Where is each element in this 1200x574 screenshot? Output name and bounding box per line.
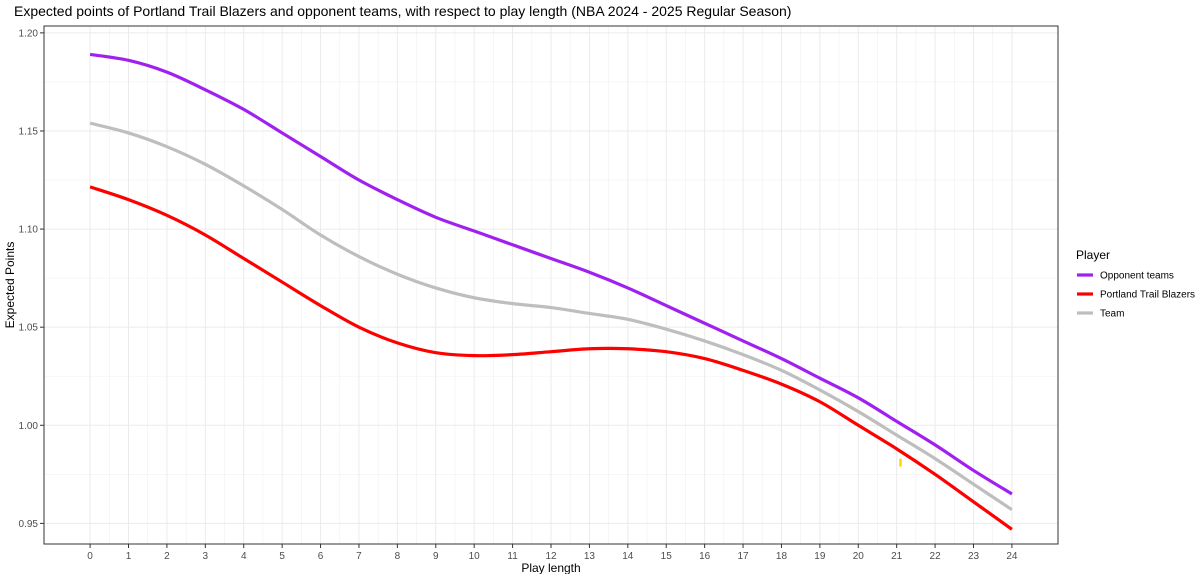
- x-tick-label: 7: [356, 551, 362, 562]
- x-tick-label: 1: [126, 551, 132, 562]
- legend: Player Opponent teams Portland Trail Blaz…: [1076, 248, 1195, 320]
- x-tick-label: 0: [87, 551, 93, 562]
- x-tick-label: 14: [622, 551, 634, 562]
- x-tick-label: 5: [279, 551, 285, 562]
- legend-title: Player: [1076, 248, 1110, 262]
- x-tick-label: 8: [395, 551, 401, 562]
- legend-label-team: Team: [1100, 309, 1124, 320]
- y-axis-title: Expected Points: [3, 242, 17, 329]
- x-axis: 0 1 2 3 4 5 6 7 8 9 10 11 12 13 14 15 16 17 18 19 20 21 22 23 24: [87, 544, 1018, 562]
- x-tick-label: 4: [241, 551, 247, 562]
- x-tick-label: 23: [968, 551, 980, 562]
- y-tick-label: 1.05: [19, 323, 39, 334]
- series-line-team: [89, 121, 1013, 511]
- y-tick-label: 1.10: [19, 225, 39, 236]
- x-tick-label: 12: [545, 551, 557, 562]
- x-tick-label: 13: [584, 551, 596, 562]
- series-line-portland-trail-blazers: [89, 185, 1013, 531]
- x-tick-label: 15: [661, 551, 673, 562]
- legend-label-portland-trail-blazers: Portland Trail Blazers: [1100, 290, 1195, 301]
- x-tick-label: 6: [318, 551, 324, 562]
- chart-title: Expected points of Portland Trail Blazer…: [14, 3, 792, 19]
- x-tick-label: 16: [699, 551, 711, 562]
- x-axis-title: Play length: [521, 561, 580, 574]
- grid-minor: [44, 26, 1058, 544]
- x-tick-label: 3: [203, 551, 209, 562]
- x-tick-label: 9: [433, 551, 439, 562]
- y-tick-label: 1.15: [19, 126, 39, 137]
- series-layer: [89, 52, 1013, 531]
- x-tick-label: 18: [776, 551, 788, 562]
- legend-label-opponent-teams: Opponent teams: [1100, 271, 1174, 282]
- y-tick-label: 1.00: [19, 421, 39, 432]
- y-tick-label: 1.20: [19, 28, 39, 39]
- x-tick-label: 11: [507, 551, 518, 562]
- legend-items: Opponent teams Portland Trail Blazers Team: [1077, 271, 1195, 320]
- y-tick-label: 0.95: [19, 519, 39, 530]
- x-tick-label: 24: [1006, 551, 1018, 562]
- series-line-opponent-teams: [89, 52, 1013, 496]
- x-tick-label: 22: [930, 551, 942, 562]
- x-tick-label: 17: [737, 551, 749, 562]
- x-tick-label: 10: [469, 551, 481, 562]
- x-tick-label: 20: [853, 551, 865, 562]
- x-tick-label: 19: [814, 551, 826, 562]
- y-axis: 0.95 1.00 1.05 1.10 1.15 1.20: [19, 28, 44, 530]
- x-tick-label: 2: [164, 551, 170, 562]
- grid-major: [44, 26, 1058, 544]
- x-tick-label: 21: [891, 551, 903, 562]
